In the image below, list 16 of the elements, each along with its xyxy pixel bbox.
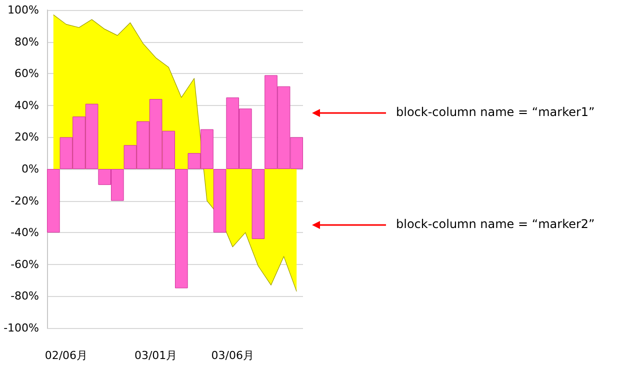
text: block-column name = “marker2” <box>396 217 595 231</box>
y-tick-label: 0% <box>22 162 39 176</box>
y-tick-label: -60% <box>10 258 39 271</box>
x-tick-label: 03/01月 <box>134 349 178 362</box>
y-tick-label: 20% <box>14 130 39 144</box>
text: block-column name = “marker1” <box>396 105 595 119</box>
y-tick-label: -40% <box>10 226 39 240</box>
x-tick-label: 02/06月 <box>44 349 88 362</box>
y-tick-label: -20% <box>10 194 39 208</box>
y-tick-label: -100% <box>4 322 39 334</box>
x-tick-label: 03/06月 <box>211 349 254 362</box>
y-tick-label: 40% <box>14 98 39 112</box>
y-tick-label: -80% <box>10 290 39 303</box>
y-tick-label: 80% <box>14 35 39 48</box>
y-tick-label: 100% <box>8 4 39 16</box>
y-tick-label: 60% <box>14 67 39 80</box>
